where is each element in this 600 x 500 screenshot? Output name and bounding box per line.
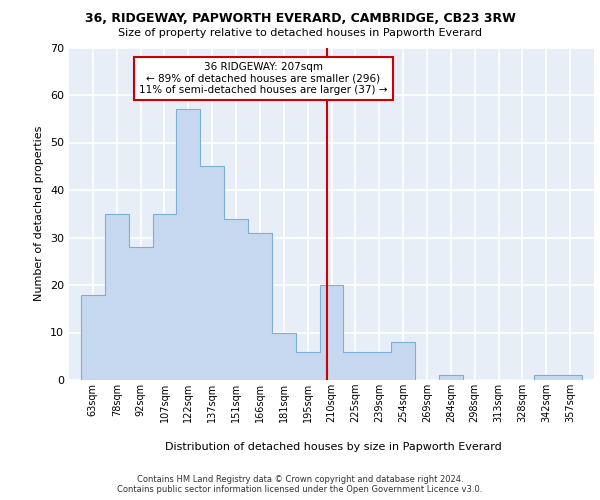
Y-axis label: Number of detached properties: Number of detached properties [34, 126, 44, 302]
Text: Contains public sector information licensed under the Open Government Licence v3: Contains public sector information licen… [118, 484, 482, 494]
Text: Contains HM Land Registry data © Crown copyright and database right 2024.: Contains HM Land Registry data © Crown c… [137, 475, 463, 484]
Text: Size of property relative to detached houses in Papworth Everard: Size of property relative to detached ho… [118, 28, 482, 38]
Text: Distribution of detached houses by size in Papworth Everard: Distribution of detached houses by size … [164, 442, 502, 452]
Text: 36 RIDGEWAY: 207sqm
← 89% of detached houses are smaller (296)
11% of semi-detac: 36 RIDGEWAY: 207sqm ← 89% of detached ho… [139, 62, 388, 95]
Text: 36, RIDGEWAY, PAPWORTH EVERARD, CAMBRIDGE, CB23 3RW: 36, RIDGEWAY, PAPWORTH EVERARD, CAMBRIDG… [85, 12, 515, 26]
